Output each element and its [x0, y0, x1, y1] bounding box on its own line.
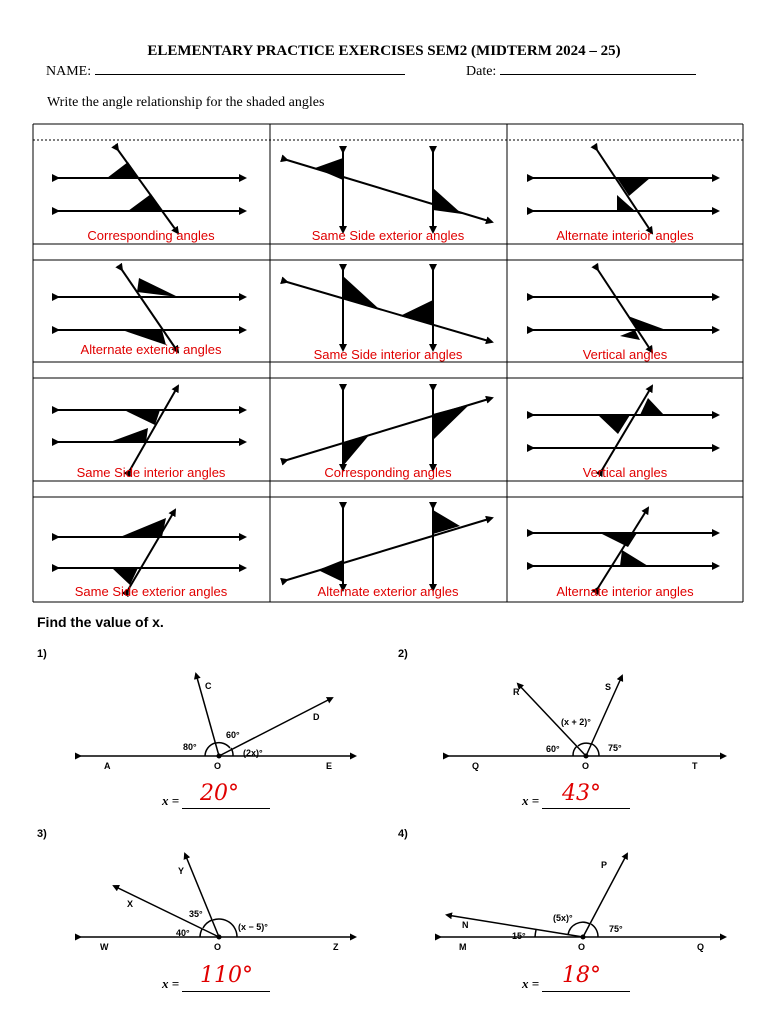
dashed-separators — [33, 139, 743, 498]
p3-angle-2: 35° — [189, 909, 203, 919]
p3-point-ray2: Y — [178, 866, 184, 876]
p3-angle-1: 40° — [176, 928, 190, 938]
p2-point-center: O — [582, 761, 589, 771]
date-label: Date: — [466, 64, 497, 79]
p1-angle-2: 60° — [226, 730, 240, 740]
problem-3-diagram — [75, 852, 357, 941]
cell-label-4: Alternate exterior angles — [80, 342, 222, 357]
cell-label-7: Same Side interior angles — [76, 465, 226, 480]
p1-point-ray2: D — [313, 712, 320, 722]
answer-2-field[interactable]: x = — [522, 793, 631, 809]
answer-1-field[interactable]: x = — [162, 793, 271, 809]
p3-point-right: Z — [333, 942, 339, 952]
cell-label-6: Vertical angles — [582, 347, 668, 362]
cell-label-9: Vertical angles — [582, 465, 668, 480]
problem-4-number: 4) — [398, 828, 408, 840]
answer-1-value: 20° — [200, 781, 239, 806]
p2-point-ray1: R — [513, 687, 520, 697]
answer-3-value: 110° — [200, 963, 253, 988]
p4-angle-2: (5x)° — [553, 913, 573, 923]
cell-label-2: Same Side exterior angles — [311, 228, 465, 243]
cell-label-5: Same Side interior angles — [313, 347, 463, 362]
problem-3-number: 3) — [37, 828, 47, 840]
problem-2-labels: Q T O R S 60° (x + 2)° 75° — [472, 682, 698, 771]
diagram-9 — [527, 384, 720, 478]
cell-label-8: Corresponding angles — [324, 465, 452, 480]
cell-label-11: Alternate exterior angles — [317, 584, 459, 599]
problem-1-diagram — [75, 672, 357, 760]
answer-1-line[interactable] — [182, 807, 271, 809]
date-blank-line[interactable] — [500, 62, 697, 75]
answer-4-value: 18° — [562, 963, 601, 988]
name-label: NAME: — [46, 64, 92, 79]
diagram-5 — [280, 264, 494, 352]
cell-label-1: Corresponding angles — [87, 228, 215, 243]
cell-label-12: Alternate interior angles — [556, 584, 694, 599]
p2-point-right: T — [692, 761, 698, 771]
answer-2-value: 43° — [562, 781, 601, 806]
problem-1-number: 1) — [37, 648, 47, 660]
diagram-3 — [527, 142, 720, 235]
problem-3-labels: W Z O X Y 40° 35° (x − 5)° — [100, 866, 339, 952]
diagram-8 — [280, 384, 494, 472]
p4-angle-3: 75° — [609, 924, 623, 934]
p2-angle-3: 75° — [608, 743, 622, 753]
cell-label-3: Alternate interior angles — [556, 228, 694, 243]
problem-4-diagram — [435, 852, 727, 941]
problem-diagrams: A E O C D 80° 60° (2x)° Q T O R S 60° (x… — [75, 672, 727, 952]
page-title: ELEMENTARY PRACTICE EXERCISES SEM2 (MIDT… — [147, 43, 621, 59]
diagram-7 — [52, 384, 247, 478]
answer-4-line[interactable] — [542, 990, 631, 992]
p2-point-left: Q — [472, 761, 479, 771]
answer-3-line[interactable] — [182, 990, 271, 992]
p3-point-center: O — [214, 942, 221, 952]
p2-angle-2: (x + 2)° — [561, 717, 591, 727]
answer-4-prefix: x = — [522, 976, 540, 991]
p3-angle-3: (x − 5)° — [238, 922, 268, 932]
diagram-12 — [527, 506, 720, 596]
p3-point-left: W — [100, 942, 109, 952]
p1-angle-3: (2x)° — [243, 748, 263, 758]
p1-angle-1: 80° — [183, 742, 197, 752]
problem-1-labels: A E O C D 80° 60° (2x)° — [104, 681, 332, 771]
p1-point-center: O — [214, 761, 221, 771]
p4-point-ray2: P — [601, 860, 607, 870]
p2-angle-1: 60° — [546, 744, 560, 754]
p4-point-ray1: N — [462, 920, 469, 930]
angle-relationship-grid — [32, 123, 744, 603]
answer-2-line[interactable] — [542, 807, 631, 809]
answer-3-field[interactable]: x = — [162, 976, 271, 992]
answer-1-prefix: x = — [162, 793, 180, 808]
p4-point-center: O — [578, 942, 585, 952]
instruction-text: Write the angle relationship for the sha… — [47, 95, 325, 110]
p2-point-ray2: S — [605, 682, 611, 692]
answer-4-field[interactable]: x = — [522, 976, 631, 992]
problem-4-labels: M Q O N P 15° (5x)° 75° — [459, 860, 704, 952]
p4-point-left: M — [459, 942, 467, 952]
problem-2-number: 2) — [398, 648, 408, 660]
diagram-2 — [280, 146, 494, 234]
grid-lines — [32, 123, 744, 603]
answer-3-prefix: x = — [162, 976, 180, 991]
name-blank-line[interactable] — [95, 62, 406, 75]
p1-point-ray1: C — [205, 681, 212, 691]
p1-point-left: A — [104, 761, 111, 771]
answer-2-prefix: x = — [522, 793, 540, 808]
p3-point-ray1: X — [127, 899, 133, 909]
date-field[interactable]: Date: — [466, 62, 697, 80]
p4-point-right: Q — [697, 942, 704, 952]
p1-point-right: E — [326, 761, 332, 771]
diagram-1 — [52, 142, 247, 235]
cell-label-10: Same Side exterior angles — [74, 584, 228, 599]
name-field[interactable]: NAME: — [46, 62, 406, 80]
diagram-10 — [52, 508, 247, 598]
diagram-6 — [527, 262, 720, 354]
find-x-heading: Find the value of x. — [37, 614, 164, 630]
p4-angle-1: 15° — [512, 931, 526, 941]
diagram-4 — [52, 262, 247, 354]
problem-2-diagram — [443, 674, 727, 760]
diagram-11 — [280, 502, 494, 592]
